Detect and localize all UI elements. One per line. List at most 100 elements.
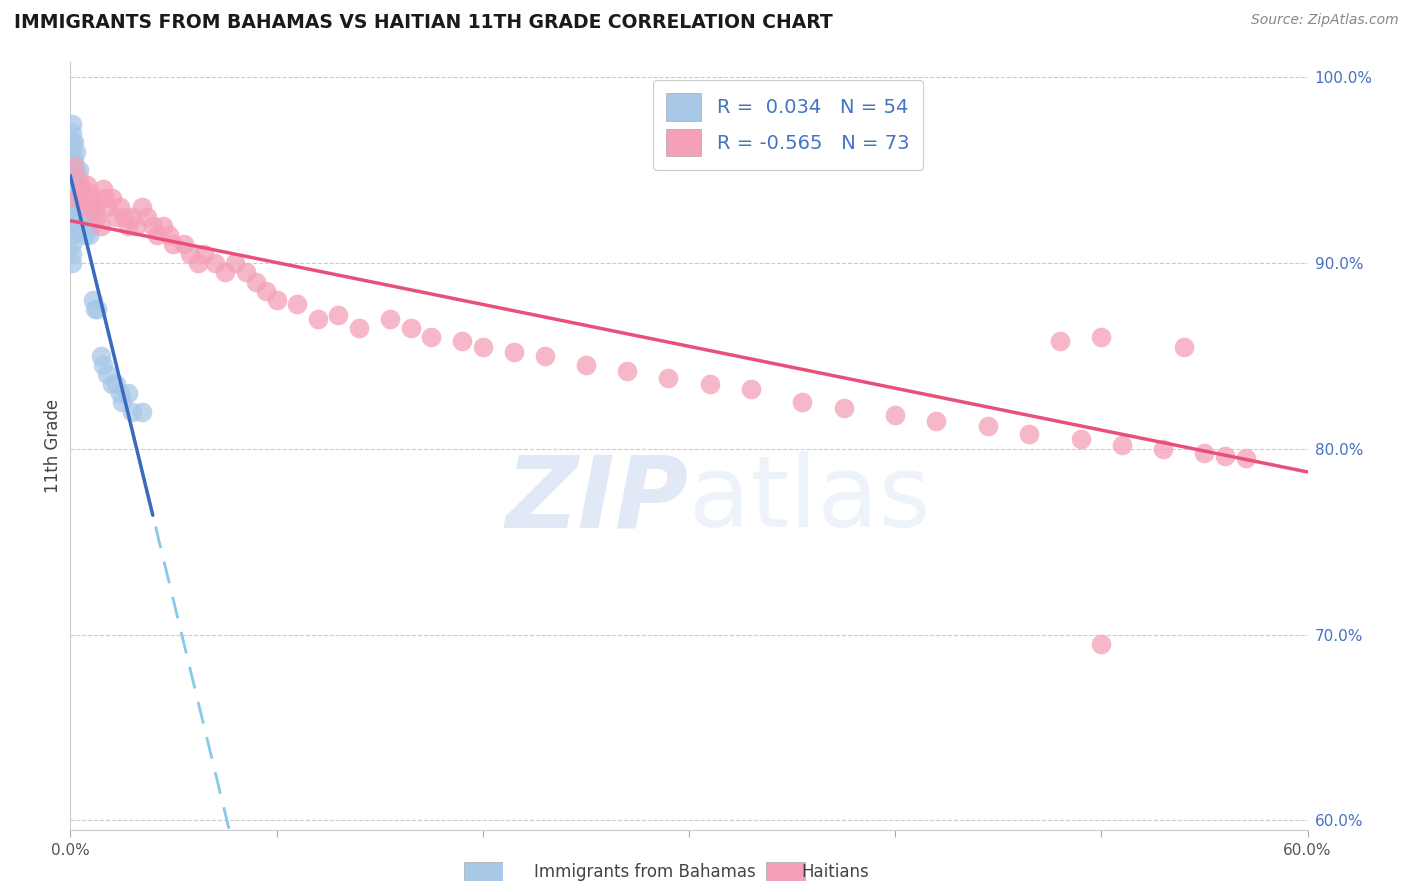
Point — [214, 265, 236, 279]
Point — [94, 191, 117, 205]
Legend: R =  0.034   N = 54, R = -0.565   N = 73: R = 0.034 N = 54, R = -0.565 N = 73 — [652, 79, 924, 169]
Point — [1111, 438, 1133, 452]
Point — [152, 219, 174, 233]
Point — [60, 126, 83, 140]
Point — [121, 210, 143, 224]
Point — [112, 210, 135, 224]
Point — [792, 395, 814, 409]
Point — [96, 200, 118, 214]
Point — [832, 401, 855, 415]
Point — [67, 182, 90, 196]
Point — [884, 409, 907, 423]
Point — [977, 419, 1000, 434]
Point — [90, 349, 112, 363]
Point — [1090, 637, 1112, 651]
Point — [96, 368, 118, 382]
Point — [108, 386, 131, 401]
Point — [63, 160, 86, 174]
Point — [1090, 330, 1112, 344]
Point — [69, 182, 91, 196]
Point — [1234, 451, 1257, 466]
Text: atlas: atlas — [689, 451, 931, 549]
Point — [142, 219, 165, 233]
Point — [60, 237, 83, 252]
Point — [63, 136, 86, 150]
Point — [1213, 449, 1236, 463]
Point — [104, 376, 127, 391]
Point — [224, 256, 246, 270]
Point — [187, 256, 209, 270]
Point — [60, 228, 83, 243]
Point — [60, 136, 83, 150]
Point — [65, 163, 87, 178]
Point — [76, 210, 98, 224]
Point — [63, 172, 86, 186]
Point — [117, 386, 139, 401]
Point — [1173, 340, 1195, 354]
Point — [378, 311, 401, 326]
Point — [65, 210, 87, 224]
Point — [100, 191, 122, 205]
Point — [699, 376, 721, 391]
Point — [72, 191, 94, 205]
Point — [740, 382, 762, 396]
Point — [76, 178, 98, 192]
Point — [60, 172, 83, 186]
Point — [162, 237, 184, 252]
Point — [82, 200, 104, 214]
Point — [86, 210, 108, 224]
Point — [117, 219, 139, 233]
Point — [73, 210, 96, 224]
Text: Immigrants from Bahamas: Immigrants from Bahamas — [534, 863, 756, 881]
Point — [157, 228, 180, 243]
Y-axis label: 11th Grade: 11th Grade — [44, 399, 62, 493]
Point — [307, 311, 329, 326]
Point — [91, 358, 114, 372]
Point — [60, 182, 83, 196]
Point — [616, 364, 638, 378]
Point — [91, 182, 114, 196]
Point — [63, 200, 86, 214]
Point — [84, 204, 107, 219]
Point — [67, 200, 90, 214]
Point — [72, 219, 94, 233]
Point — [60, 246, 83, 260]
Point — [235, 265, 257, 279]
Point — [328, 308, 350, 322]
Point — [69, 200, 91, 214]
Point — [575, 358, 598, 372]
Point — [67, 172, 90, 186]
Point — [1049, 334, 1071, 348]
Text: Haitians: Haitians — [801, 863, 869, 881]
Point — [111, 395, 134, 409]
Point — [533, 349, 555, 363]
Point — [63, 153, 86, 168]
Point — [254, 284, 277, 298]
Point — [82, 293, 104, 308]
Point — [135, 210, 157, 224]
Point — [76, 219, 98, 233]
Point — [60, 117, 83, 131]
Point — [204, 256, 226, 270]
Point — [63, 210, 86, 224]
Point — [657, 371, 679, 385]
Point — [266, 293, 288, 308]
Point — [1018, 426, 1040, 441]
Point — [80, 191, 103, 205]
Point — [90, 219, 112, 233]
Point — [77, 228, 100, 243]
Point — [420, 330, 443, 344]
Point — [84, 302, 107, 317]
Point — [80, 219, 103, 233]
Point — [131, 404, 153, 418]
Point — [86, 302, 108, 317]
Point — [173, 237, 195, 252]
Point — [73, 200, 96, 214]
Point — [63, 219, 86, 233]
Point — [245, 275, 267, 289]
Point — [80, 200, 103, 214]
Point — [285, 297, 308, 311]
Point — [347, 321, 370, 335]
Point — [60, 256, 83, 270]
Point — [925, 414, 948, 428]
